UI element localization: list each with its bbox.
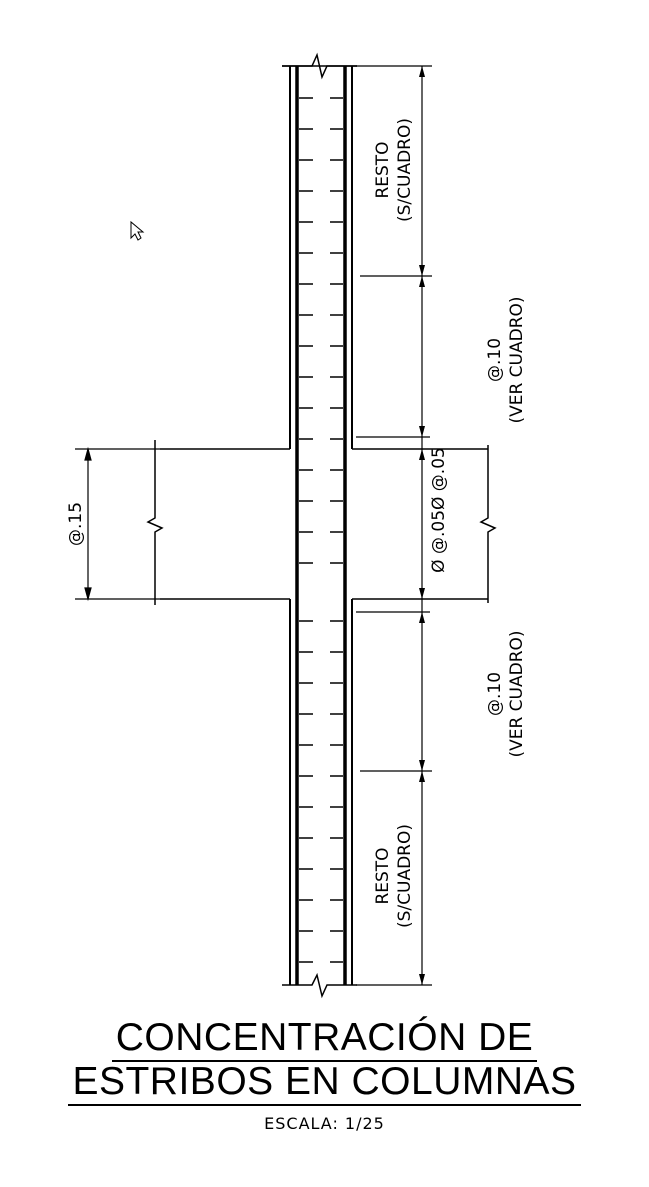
drawing-title-block: CONCENTRACIÓN DE ESTRIBOS EN COLUMNAS ES… bbox=[0, 1018, 649, 1133]
spacing-lower-sub-label: (VER CUADRO) bbox=[507, 630, 527, 757]
bottom-break-line bbox=[282, 972, 357, 999]
scale-label: ESCALA: 1/25 bbox=[264, 1114, 385, 1133]
resto-top-label: RESTO bbox=[373, 141, 393, 198]
beam-spacing-dimension bbox=[75, 446, 160, 602]
column-outline bbox=[289, 66, 353, 985]
spacing-upper-label: @.10 bbox=[485, 338, 505, 382]
top-break-line bbox=[282, 52, 357, 80]
node-spacing-label: Ø @.05Ø @.05 bbox=[429, 447, 449, 573]
beam-lines bbox=[146, 440, 497, 605]
dimension-arrows bbox=[419, 66, 425, 985]
stirrup-zone-dimensions bbox=[356, 65, 432, 986]
beam-spacing-label: @.15 bbox=[66, 502, 86, 546]
longitudinal-bars bbox=[295, 66, 347, 985]
resto-bottom-sub-label: (S/CUADRO) bbox=[395, 824, 415, 928]
resto-bottom-label: RESTO bbox=[373, 847, 393, 904]
title-line-1: CONCENTRACIÓN DE bbox=[111, 1018, 538, 1062]
title-line-2: ESTRIBOS EN COLUMNAS bbox=[68, 1062, 581, 1106]
cursor-icon bbox=[130, 220, 145, 241]
stirrups bbox=[299, 97, 343, 963]
resto-top-sub-label: (S/CUADRO) bbox=[395, 118, 415, 222]
spacing-lower-label: @.10 bbox=[485, 672, 505, 716]
spacing-upper-sub-label: (VER CUADRO) bbox=[507, 296, 527, 423]
